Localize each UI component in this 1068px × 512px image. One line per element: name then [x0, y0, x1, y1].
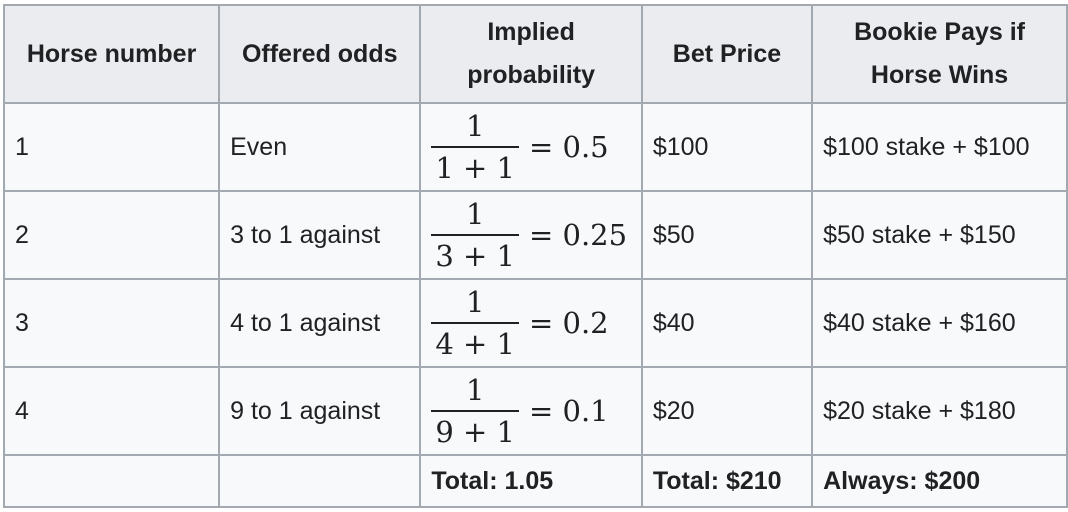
- header-row: Horse number Offered odds Implied probab…: [2, 4, 1068, 104]
- probability-formula: 1 3 + 1 = 0.25: [431, 196, 627, 274]
- offered-odds-cell: 4 to 1 against: [218, 278, 422, 368]
- offered-odds-cell: 9 to 1 against: [218, 366, 422, 456]
- probability-formula: 1 1 + 1 = 0.5: [431, 108, 609, 186]
- table-row: 2 3 to 1 against 1 3 + 1 = 0.25 $50 $50 …: [2, 190, 1068, 280]
- fraction: 1 4 + 1: [431, 284, 519, 362]
- header-implied-probability: Implied probability: [419, 4, 643, 104]
- implied-probability-cell: 1 1 + 1 = 0.5: [419, 102, 643, 192]
- fraction-denominator: 3 + 1: [431, 234, 519, 274]
- fraction-denominator: 1 + 1: [431, 146, 519, 186]
- implied-probability-cell: 1 3 + 1 = 0.25: [419, 190, 643, 280]
- probability-result: = 0.25: [528, 218, 628, 252]
- header-bookie-pays: Bookie Pays if Horse Wins: [811, 4, 1068, 104]
- bookie-pays-cell: $100 stake + $100: [811, 102, 1068, 192]
- implied-probability-cell: 1 9 + 1 = 0.1: [419, 366, 643, 456]
- probability-result: = 0.2: [528, 306, 609, 340]
- probability-formula: 1 9 + 1 = 0.1: [431, 372, 609, 450]
- fraction: 1 9 + 1: [431, 372, 519, 450]
- header-bet-price: Bet Price: [640, 4, 814, 104]
- fraction: 1 3 + 1: [431, 196, 519, 274]
- bookie-pays-cell: $40 stake + $160: [811, 278, 1068, 368]
- fraction-numerator: 1: [465, 285, 485, 319]
- header-offered-odds: Offered odds: [218, 4, 422, 104]
- bet-price-cell: $40: [640, 278, 814, 368]
- totals-row: Total: 1.05 Total: $210 Always: $200: [2, 454, 1068, 508]
- total-price-cell: Total: $210: [640, 454, 814, 508]
- always-pays-cell: Always: $200: [811, 454, 1068, 508]
- table-row: 4 9 to 1 against 1 9 + 1 = 0.1 $20 $20 s…: [2, 366, 1068, 456]
- bookie-pays-cell: $50 stake + $150: [811, 190, 1068, 280]
- total-probability-cell: Total: 1.05: [419, 454, 643, 508]
- horse-number-cell: 2: [2, 190, 221, 280]
- empty-cell: [218, 454, 422, 508]
- probability-result: = 0.1: [528, 394, 609, 428]
- fraction-numerator: 1: [465, 373, 485, 407]
- bet-price-cell: $50: [640, 190, 814, 280]
- horse-number-cell: 3: [2, 278, 221, 368]
- fraction: 1 1 + 1: [431, 108, 519, 186]
- header-horse-number: Horse number: [2, 4, 221, 104]
- fraction-numerator: 1: [465, 109, 485, 143]
- fraction-numerator: 1: [465, 197, 485, 231]
- implied-probability-cell: 1 4 + 1 = 0.2: [419, 278, 643, 368]
- odds-table: Horse number Offered odds Implied probab…: [2, 4, 1068, 508]
- probability-result: = 0.5: [528, 130, 609, 164]
- fraction-denominator: 9 + 1: [431, 410, 519, 450]
- horse-number-cell: 4: [2, 366, 221, 456]
- offered-odds-cell: 3 to 1 against: [218, 190, 422, 280]
- bet-price-cell: $20: [640, 366, 814, 456]
- offered-odds-cell: Even: [218, 102, 422, 192]
- probability-formula: 1 4 + 1 = 0.2: [431, 284, 609, 362]
- empty-cell: [2, 454, 221, 508]
- bookie-pays-cell: $20 stake + $180: [811, 366, 1068, 456]
- table-row: 1 Even 1 1 + 1 = 0.5 $100 $100 stake + $…: [2, 102, 1068, 192]
- horse-number-cell: 1: [2, 102, 221, 192]
- table-row: 3 4 to 1 against 1 4 + 1 = 0.2 $40 $40 s…: [2, 278, 1068, 368]
- fraction-denominator: 4 + 1: [431, 322, 519, 362]
- bet-price-cell: $100: [640, 102, 814, 192]
